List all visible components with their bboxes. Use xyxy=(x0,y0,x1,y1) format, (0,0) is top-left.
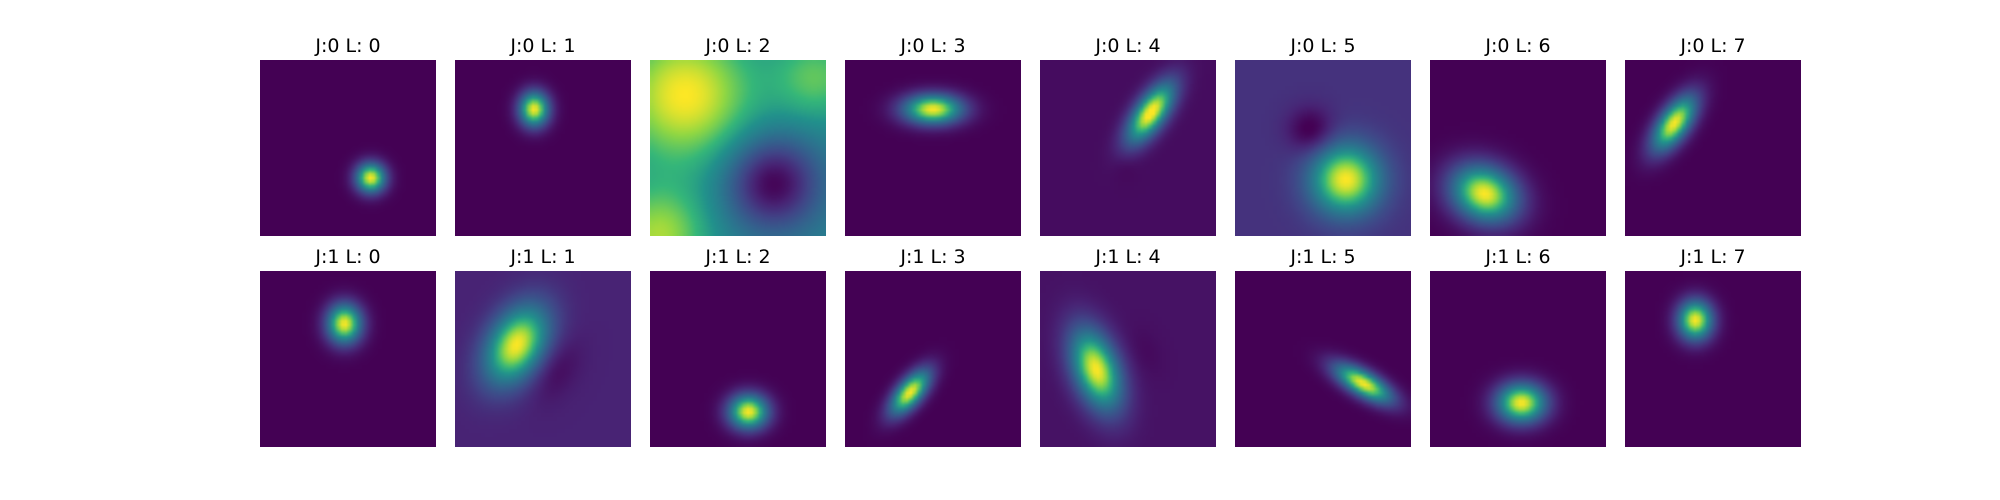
filter-heatmap xyxy=(1430,271,1606,447)
panel-title: J:0 L: 4 xyxy=(1094,35,1160,57)
panel-title: J:0 L: 2 xyxy=(704,35,770,57)
filter-heatmap xyxy=(650,271,826,447)
panel-title: J:1 L: 2 xyxy=(704,246,770,268)
panel-title: J:0 L: 3 xyxy=(899,35,965,57)
filter-heatmap xyxy=(1430,60,1606,236)
panel-title: J:0 L: 6 xyxy=(1484,35,1550,57)
panel-title: J:1 L: 1 xyxy=(509,246,575,268)
filter-heatmap xyxy=(1040,271,1216,447)
filter-heatmap xyxy=(455,271,631,447)
panel-title: J:1 L: 6 xyxy=(1484,246,1550,268)
panel-title: J:1 L: 0 xyxy=(314,246,380,268)
panel-title: J:1 L: 5 xyxy=(1289,246,1355,268)
panel-title: J:0 L: 1 xyxy=(509,35,575,57)
filter-heatmap xyxy=(650,60,826,236)
filter-heatmap xyxy=(845,60,1021,236)
filter-heatmap xyxy=(260,60,436,236)
filter-heatmap xyxy=(260,271,436,447)
filter-heatmap xyxy=(455,60,631,236)
panel-title: J:0 L: 7 xyxy=(1679,35,1745,57)
filter-heatmap xyxy=(1235,60,1411,236)
filter-heatmap xyxy=(845,271,1021,447)
filter-heatmap xyxy=(1625,271,1801,447)
panel-title: J:0 L: 0 xyxy=(314,35,380,57)
filter-heatmap xyxy=(1040,60,1216,236)
filter-heatmap xyxy=(1625,60,1801,236)
filter-heatmap xyxy=(1235,271,1411,447)
panel-title: J:1 L: 7 xyxy=(1679,246,1745,268)
panel-title: J:1 L: 4 xyxy=(1094,246,1160,268)
panel-title: J:1 L: 3 xyxy=(899,246,965,268)
panel-title: J:0 L: 5 xyxy=(1289,35,1355,57)
